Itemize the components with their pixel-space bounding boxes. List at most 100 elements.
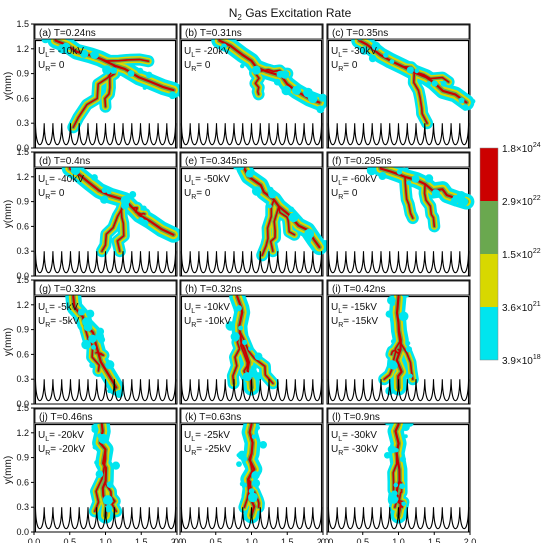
right-voltage-value: = 0 [196,188,211,199]
voltage-symbol: U [38,188,45,199]
right-voltage-label: UR= 0 [331,60,358,73]
left-voltage-label: UL= -60kV [331,174,377,187]
dielectric-surface [180,507,323,530]
colorbar-exponent: 22 [533,248,541,255]
dielectric-surface [327,123,470,146]
voltage-subscript: L [191,52,195,59]
voltage-symbol: U [331,444,338,455]
streamer-fringe [240,63,245,69]
streamer-fringe [396,169,403,175]
panel-label: (b) T=0.31ns [185,28,242,39]
streamer-fringe [86,309,95,318]
streamer-fringe [359,46,369,55]
right-voltage-label: UR= -20kV [38,444,85,457]
voltage-symbol: U [184,302,191,313]
electrode-outline [34,295,177,404]
streamer-fringe [98,433,109,444]
streamer-fringe [142,85,147,90]
voltage-symbol: U [38,174,45,185]
streamer-fringe [248,492,258,503]
streamer-fringe [267,186,274,194]
streamer-fringe [389,59,395,64]
dielectric-surface [180,251,323,274]
y-axis-label: y(mm) [3,72,14,100]
y-tick-label: 0.6 [16,93,29,103]
streamer-fringe [440,80,447,87]
streamer-core [238,330,274,385]
streamer-fringe [221,43,227,50]
streamer-fringe [106,481,114,488]
streamer-fringe [129,191,137,198]
streamer-fringe [384,452,391,459]
voltage-subscript: R [338,450,343,457]
panel-label: (k) T=0.63ns [185,412,241,423]
streamer-fringe [391,490,398,497]
left-voltage-label: UL= -30kV [331,46,377,59]
right-voltage-value: = 0 [50,188,65,199]
streamer-fringe [97,335,106,344]
streamer-core [423,183,436,228]
voltage-subscript: R [338,194,343,201]
dielectric-surface [34,123,177,146]
streamer-fringe [248,368,258,378]
streamer-core [116,199,126,253]
streamer-fringe [378,172,387,180]
left-voltage-label: UL= -30kV [331,430,377,443]
streamer-fringe [288,212,299,223]
streamer-fringe [385,310,393,318]
streamer-fringe [389,495,399,504]
streamer-fringe [414,68,420,74]
streamer-fringe [406,66,414,74]
left-voltage-label: UL= -25kV [184,430,230,443]
streamer-fringe [89,362,95,369]
streamer-fringe [251,471,260,480]
streamer-fringe [318,93,327,102]
dielectric-surface [34,251,177,274]
voltage-symbol: U [331,302,338,313]
y-tick-label: 0.0 [16,143,29,153]
streamer-fringe [304,232,313,240]
voltage-symbol: U [38,316,45,327]
streamer-core [397,321,414,381]
streamer-fringe [391,301,395,306]
voltage-symbol: U [38,444,45,455]
streamer-fringe [91,425,99,434]
colorbar-exponent: 21 [533,301,541,308]
electrode-outline [34,167,177,276]
x-tick-label: 2.0 [317,537,330,543]
streamer-fringe [458,97,465,104]
right-voltage-label: UR= 0 [331,188,358,201]
left-voltage-value: = -10kV [49,46,84,57]
streamer-fringe [399,483,406,490]
left-voltage-label: UL= -20kV [38,430,84,443]
streamer-fringe [426,81,432,86]
left-voltage-value: = -20kV [49,430,84,441]
streamer-fringe [80,49,89,59]
y-axis-label: y(mm) [3,456,14,484]
colorbar-mantissa: 1.5×10 [502,250,533,261]
streamer-core [240,341,249,381]
streamer-fringe [393,482,399,488]
voltage-subscript: R [45,66,50,73]
x-tick-label: 0.5 [63,537,76,543]
panel-label: (g) T=0.32ns [39,284,96,295]
x-tick-label: 0.5 [209,537,222,543]
streamer-fringe [232,335,239,342]
panel-label-box [34,408,177,424]
streamer-fringe [259,441,268,449]
streamer-core [218,39,321,104]
streamer-core [93,448,107,513]
panel-label-box [327,280,470,296]
streamer-fringe [245,169,254,178]
right-voltage-label: UR= 0 [38,188,65,201]
voltage-subscript: L [338,52,342,59]
streamer-fringe [251,479,261,488]
panel-label-box [34,152,177,168]
colorbar-exponent: 24 [533,142,541,149]
